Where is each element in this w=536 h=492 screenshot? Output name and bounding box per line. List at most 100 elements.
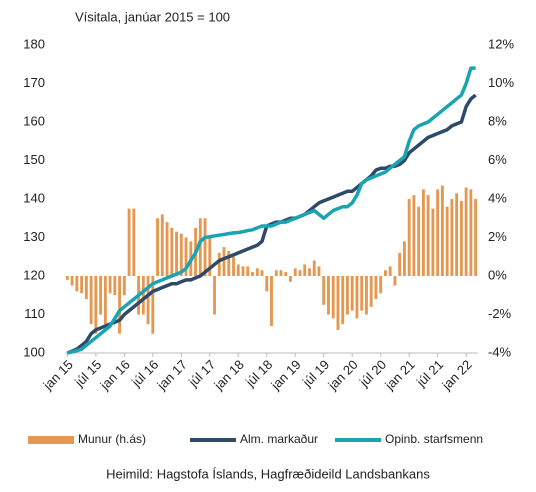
bar — [474, 199, 478, 276]
bar — [132, 208, 136, 276]
bar — [222, 247, 226, 276]
x-tick-label: jan 18 — [210, 357, 246, 393]
bar — [156, 218, 159, 276]
bar — [84, 276, 88, 300]
bar — [265, 276, 269, 292]
bar — [284, 272, 288, 276]
source: Heimild: Hagstofa Íslands, Hagfræðideild… — [106, 466, 430, 481]
y-tick-label: 170 — [23, 75, 45, 90]
line — [66, 93, 477, 355]
bar — [241, 266, 245, 276]
bar — [407, 199, 411, 276]
bar — [80, 276, 84, 294]
bar — [293, 268, 297, 276]
bar — [384, 270, 387, 276]
bar — [270, 276, 273, 327]
bar — [327, 276, 330, 315]
bar — [103, 276, 107, 325]
y-tick-label: 180 — [23, 36, 45, 51]
bar — [94, 276, 98, 334]
legend-label: Munur (h.ás) — [78, 432, 146, 446]
y2-tick-label: 0% — [488, 267, 507, 282]
bar — [374, 276, 378, 300]
bar — [426, 195, 430, 276]
bar — [175, 231, 178, 276]
bar — [360, 276, 364, 311]
y-tick-label: 100 — [23, 344, 45, 359]
bar — [122, 276, 126, 296]
bar — [232, 256, 235, 276]
bar — [65, 276, 69, 280]
bar — [369, 276, 373, 307]
x-tick-label: jan 16 — [97, 357, 133, 393]
bar — [151, 276, 155, 334]
bar — [355, 276, 359, 319]
y-tick-label: 150 — [23, 152, 45, 167]
bar — [251, 272, 254, 276]
bar — [459, 200, 463, 276]
bar — [170, 227, 174, 276]
bar — [303, 264, 307, 276]
bar — [260, 270, 264, 276]
y2-tick-label: 6% — [488, 152, 507, 167]
bar — [445, 206, 449, 276]
bar — [89, 276, 93, 325]
bar — [274, 270, 278, 276]
bar — [388, 266, 392, 276]
bar — [70, 276, 74, 286]
bar — [75, 276, 79, 292]
bar — [179, 233, 183, 276]
bar — [127, 208, 131, 276]
bar — [118, 276, 122, 334]
chart-title: Vísitala, janúar 2015 = 100 — [75, 9, 230, 24]
bar — [336, 276, 340, 330]
y2-tick-label: 10% — [488, 75, 514, 90]
bar — [312, 260, 316, 276]
bar — [398, 252, 402, 276]
legend-swatch — [28, 436, 74, 444]
legend-label: Alm. markaður — [240, 432, 318, 446]
y-tick-label: 110 — [24, 306, 45, 321]
y-tick-label: 160 — [23, 113, 45, 128]
bar — [469, 189, 473, 276]
bar — [279, 270, 283, 276]
bar — [331, 276, 335, 319]
bar — [341, 276, 345, 325]
y-tick-label: 120 — [23, 267, 45, 282]
bar — [350, 276, 354, 311]
y2-tick-label: 12% — [488, 36, 514, 51]
bar — [431, 208, 435, 276]
bar — [289, 276, 292, 282]
bar — [203, 218, 207, 276]
bar — [450, 199, 454, 276]
bar — [99, 276, 103, 315]
bar — [464, 187, 468, 276]
bar — [440, 185, 444, 276]
x-tick-label: jan 19 — [267, 357, 303, 393]
bar — [184, 237, 188, 276]
bar — [108, 276, 112, 294]
bar — [165, 222, 169, 276]
bar — [208, 237, 212, 276]
bar — [412, 195, 416, 276]
x-tick-label: jan 15 — [40, 357, 76, 393]
bar — [113, 276, 117, 296]
bar — [308, 268, 311, 276]
bar — [317, 266, 321, 276]
y2-tick-label: 4% — [488, 190, 507, 205]
line — [66, 66, 476, 355]
bar — [246, 266, 250, 276]
y2-tick-label: 8% — [488, 113, 507, 128]
bar — [217, 252, 221, 276]
bar — [227, 250, 231, 276]
y-tick-label: 140 — [23, 190, 45, 205]
bar — [298, 270, 302, 276]
bar — [346, 276, 349, 315]
bar — [436, 189, 440, 276]
bar — [417, 206, 421, 276]
bar — [455, 193, 459, 276]
x-tick-label: jan 22 — [438, 357, 474, 393]
x-tick-label: jan 21 — [381, 357, 417, 393]
bar — [160, 214, 164, 276]
